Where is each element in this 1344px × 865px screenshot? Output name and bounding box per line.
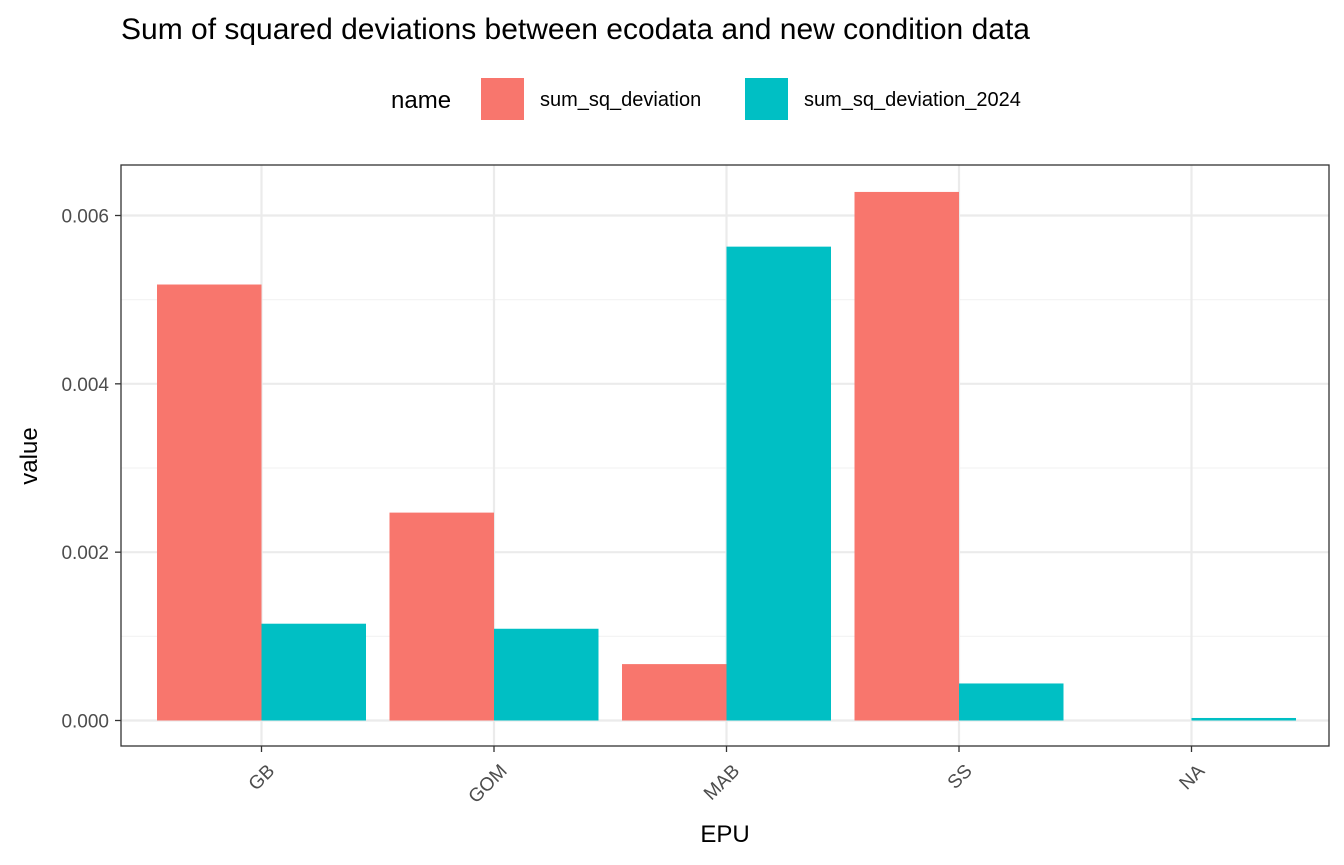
bar-sum-sq-deviation-2024-ss <box>959 683 1064 721</box>
legend-label-sum-sq-deviation: sum_sq_deviation <box>540 89 701 111</box>
legend: name sum_sq_deviation sum_sq_deviation_2… <box>391 78 1021 120</box>
legend-key-sum-sq-deviation-2024 <box>745 78 788 120</box>
bar-sum-sq-deviation-2024-mab <box>726 246 831 721</box>
bar-sum-sq-deviation-gom <box>389 512 494 721</box>
y-tick-label: 0.002 <box>61 543 109 564</box>
x-tick-label: MAB <box>700 761 744 805</box>
x-tick-label: GOM <box>465 761 512 808</box>
x-tick-label: SS <box>944 761 977 794</box>
y-tick-label: 0.000 <box>61 712 109 733</box>
bar-sum-sq-deviation-2024-gom <box>494 628 599 721</box>
bar-sum-sq-deviation-2024-gb <box>261 623 366 721</box>
y-axis-title: value <box>16 427 43 484</box>
x-tick-label: NA <box>1176 761 1210 795</box>
plot-panel-border <box>120 164 1330 747</box>
bar-sum-sq-deviation-gb <box>157 284 262 721</box>
bar-sum-sq-deviation-ss <box>854 191 959 721</box>
y-tick-label: 0.006 <box>61 207 109 228</box>
bars <box>157 191 1296 721</box>
legend-key-sum-sq-deviation <box>481 78 524 120</box>
x-tick-label: GB <box>245 761 279 795</box>
legend-title: name <box>391 87 451 114</box>
legend-label-sum-sq-deviation-2024: sum_sq_deviation_2024 <box>804 89 1021 111</box>
y-tick-label: 0.004 <box>61 375 109 396</box>
x-axis-title: EPU <box>700 821 749 848</box>
bar-sum-sq-deviation-2024-na <box>1191 717 1296 721</box>
bar-sum-sq-deviation-mab <box>622 664 727 721</box>
chart-title: Sum of squared deviations between ecodat… <box>121 13 1030 46</box>
